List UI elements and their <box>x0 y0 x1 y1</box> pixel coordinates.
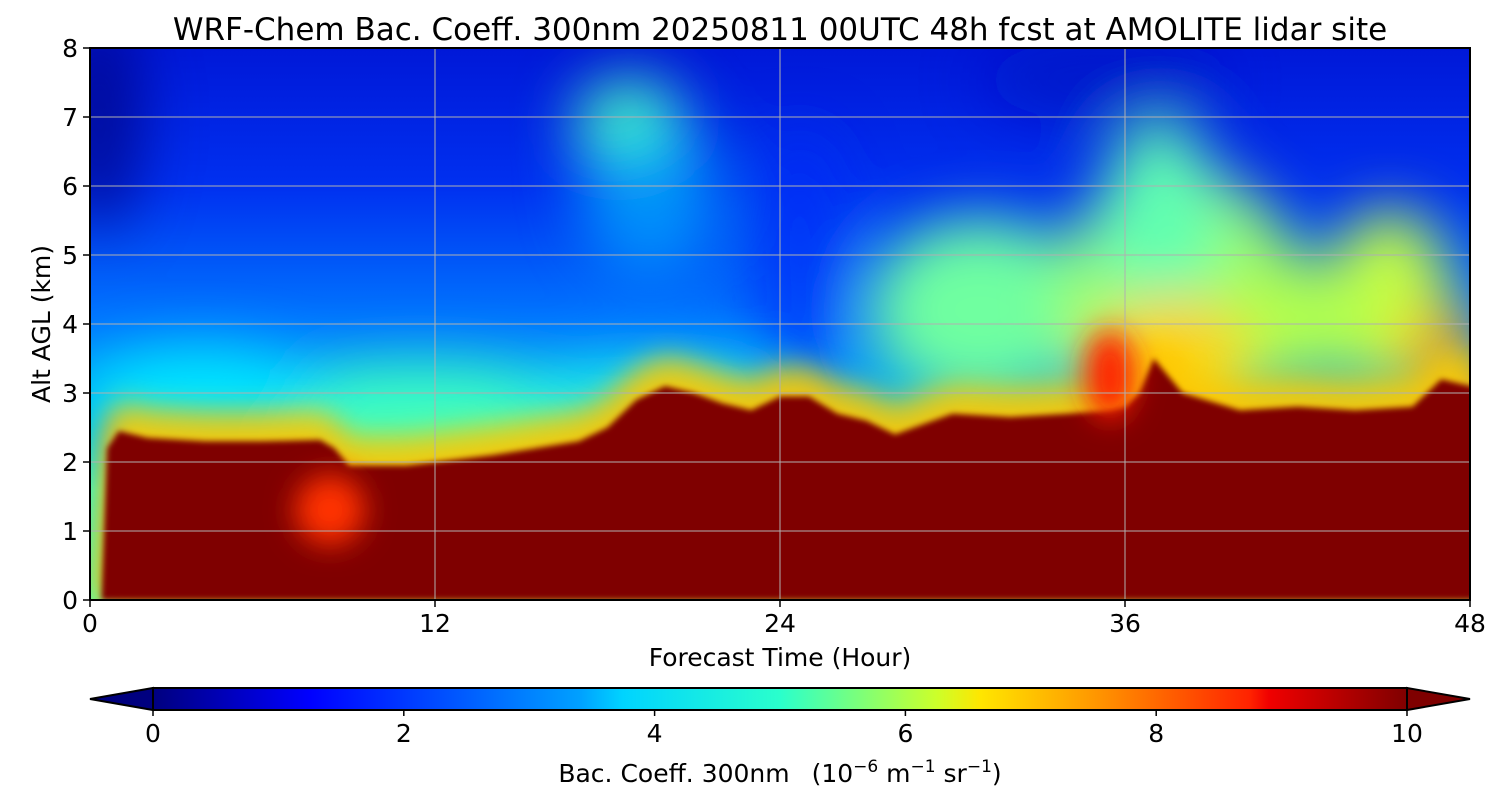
colorbar-label-sr: sr <box>936 759 968 788</box>
colorbar-label-main: Bac. Coeff. 300nm <box>558 759 789 788</box>
y-tick-label: 2 <box>62 448 78 477</box>
colorbar-tick-label: 6 <box>897 719 913 748</box>
colorbar-ticks: 0 2 4 6 8 10 <box>145 710 1423 748</box>
x-tick-label: 24 <box>764 609 796 638</box>
y-axis-label: Alt AGL (km) <box>27 245 56 403</box>
y-tick-label: 3 <box>62 379 78 408</box>
x-axis-ticks: 0 12 24 36 48 <box>82 600 1486 638</box>
y-tick-label: 8 <box>62 34 78 63</box>
x-tick-label: 36 <box>1109 609 1141 638</box>
colorbar: 0 2 4 6 8 10 Bac. Coeff. 300nm (10−6 m−1 sr−1… <box>89 686 1471 788</box>
colorbar-label-m: m <box>878 759 910 788</box>
colorbar-tick-label: 4 <box>647 719 663 748</box>
colorbar-tick-label: 2 <box>396 719 412 748</box>
y-tick-label: 6 <box>62 172 78 201</box>
y-tick-label: 1 <box>62 517 78 546</box>
colorbar-label-prefix: (10 <box>812 759 854 788</box>
colorbar-label-exp3: −1 <box>967 757 992 777</box>
colorbar-extend-high <box>1406 686 1471 712</box>
colorbar-label-exp1: −6 <box>853 757 878 777</box>
y-tick-label: 5 <box>62 241 78 270</box>
x-axis-label: Forecast Time (Hour) <box>649 643 912 672</box>
plot-area <box>90 48 1470 600</box>
colorbar-gradient <box>153 688 1407 710</box>
y-axis-ticks: 0 1 2 3 4 5 6 7 8 <box>62 34 90 615</box>
x-tick-label: 12 <box>419 609 451 638</box>
x-tick-label: 0 <box>82 609 98 638</box>
y-tick-label: 0 <box>62 586 78 615</box>
colorbar-extend-low <box>89 686 154 712</box>
chart-title: WRF-Chem Bac. Coeff. 300nm 20250811 00UT… <box>173 12 1387 48</box>
aerosol-layer <box>101 358 1470 600</box>
colorbar-label: Bac. Coeff. 300nm (10−6 m−1 sr−1) <box>558 757 1001 788</box>
colorbar-label-exp2: −1 <box>911 757 936 777</box>
colorbar-label-suffix: ) <box>992 759 1002 788</box>
x-tick-label: 48 <box>1454 609 1486 638</box>
grid-lines <box>90 48 1470 600</box>
y-tick-label: 7 <box>62 103 78 132</box>
colorbar-tick-label: 8 <box>1148 719 1164 748</box>
colorbar-tick-label: 10 <box>1391 719 1423 748</box>
red-patches <box>295 330 1135 545</box>
colorbar-tick-label: 0 <box>145 719 161 748</box>
y-tick-label: 4 <box>62 310 78 339</box>
colorbar-frame <box>152 687 1408 711</box>
